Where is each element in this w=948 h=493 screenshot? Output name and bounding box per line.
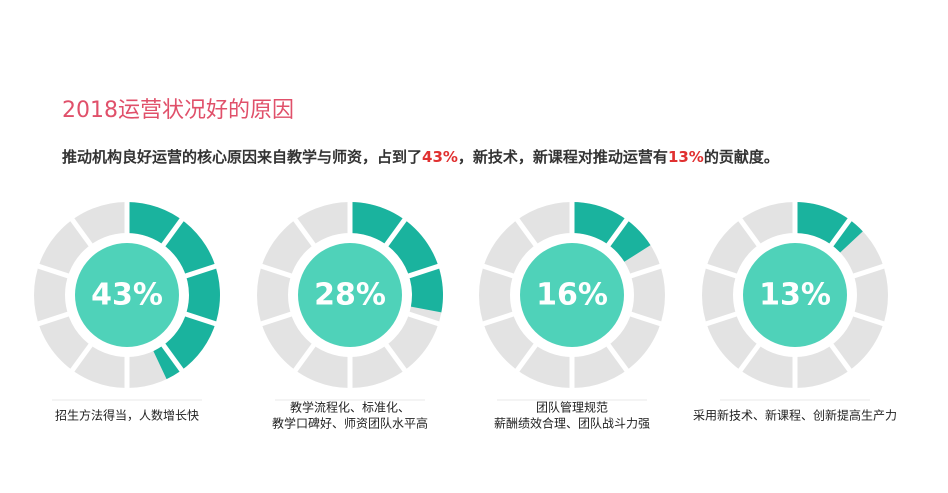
segment-gap: [480, 311, 516, 327]
caption: 团队管理规范: [536, 400, 608, 415]
donut-segment: [350, 202, 443, 313]
segment-gap: [406, 263, 442, 279]
donut-label: 28%: [314, 278, 386, 313]
donut-segment: [572, 202, 651, 262]
donut-segment: [127, 202, 220, 380]
highlight: 43%: [422, 148, 458, 166]
caption: 教学口碑好、师资团队水平高: [272, 416, 428, 431]
segment-gap: [851, 311, 887, 327]
subtitle-text: ，新技术，新课程对推动运营有: [458, 148, 668, 166]
segment-gap: [258, 311, 294, 327]
segment-gap: [183, 263, 219, 279]
segment-gap: [480, 263, 516, 279]
subtitle-text: 的贡献度。: [704, 148, 779, 166]
segment-gap: [160, 216, 185, 248]
segment-gap: [183, 311, 219, 327]
segment-gap: [258, 263, 294, 279]
segment-gap: [703, 263, 739, 279]
subtitle-text: 推动机构良好运营的核心原因来自教学与师资，占到了: [62, 148, 422, 166]
segment-gap: [628, 311, 664, 327]
segment-gap: [69, 216, 94, 248]
segment-gap: [851, 263, 887, 279]
segment-gap: [292, 342, 317, 374]
caption: 薪酬绩效合理、团队战斗力强: [494, 416, 650, 431]
donut-center: [743, 243, 847, 347]
subtitle: 推动机构良好运营的核心原因来自教学与师资，占到了43%，新技术，新课程对推动运营…: [62, 148, 779, 166]
segment-gap: [605, 216, 630, 248]
donut-label: 13%: [759, 278, 831, 313]
segment-gap: [737, 216, 762, 248]
segment-gap: [292, 216, 317, 248]
segment-gap: [703, 311, 739, 327]
segment-gap: [605, 342, 630, 374]
segment-gap: [69, 342, 94, 374]
segment-gap: [383, 216, 408, 248]
donut-label: 43%: [91, 278, 163, 313]
segment-gap: [828, 342, 853, 374]
segment-gap: [406, 311, 442, 327]
segment-gap: [383, 342, 408, 374]
caption: 招生方法得当，人数增长快: [55, 408, 199, 423]
segment-gap: [35, 311, 71, 327]
donut-label: 16%: [536, 278, 608, 313]
donut-center: [75, 243, 179, 347]
caption: 教学流程化、标准化、: [290, 400, 410, 415]
title: 2018运营状况好的原因: [62, 98, 294, 123]
donut-center: [520, 243, 624, 347]
segment-gap: [628, 263, 664, 279]
highlight: 13%: [668, 148, 704, 166]
segment-gap: [160, 342, 185, 374]
segment-gap: [35, 263, 71, 279]
caption: 采用新技术、新课程、创新提高生产力: [693, 408, 897, 423]
segment-gap: [737, 342, 762, 374]
donut-segment: [795, 202, 863, 253]
segment-gap: [514, 342, 539, 374]
segment-gap: [514, 216, 539, 248]
donut-center: [298, 243, 402, 347]
segment-gap: [828, 216, 853, 248]
